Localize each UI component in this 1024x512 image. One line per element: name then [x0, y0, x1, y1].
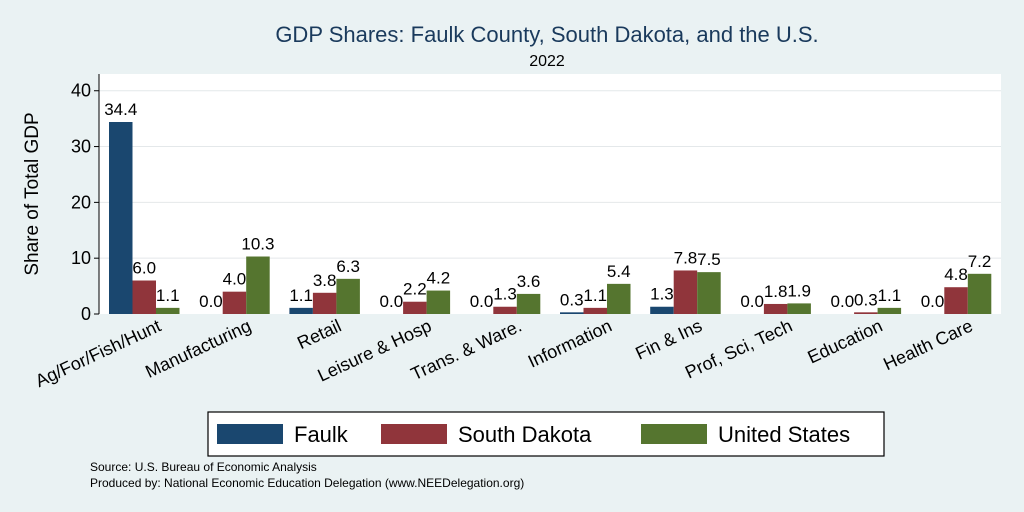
data-label: 0.0	[740, 292, 764, 311]
data-label: 1.1	[878, 286, 902, 305]
bar-united-states	[336, 278, 360, 314]
bar-south-dakota	[132, 280, 156, 314]
data-label: 34.4	[104, 100, 137, 119]
bar-united-states	[877, 307, 902, 314]
bar-south-dakota	[854, 312, 878, 314]
data-label: 1.1	[156, 286, 180, 305]
data-label: 1.1	[583, 286, 607, 305]
data-label: 7.5	[697, 250, 721, 269]
legend: Faulk South Dakota United States	[207, 411, 885, 457]
data-label: 0.0	[921, 292, 945, 311]
bar-united-states	[246, 256, 270, 314]
chart-title: GDP Shares: Faulk County, South Dakota, …	[275, 22, 818, 47]
y-tick-label: 40	[71, 81, 91, 101]
bar-south-dakota	[944, 287, 968, 314]
y-ticks: 0 10 20 30 40	[71, 81, 99, 324]
data-label: 7.2	[968, 252, 992, 271]
data-label: 3.8	[313, 271, 337, 290]
legend-swatch-faulk	[217, 424, 283, 444]
legend-label: Faulk	[294, 422, 349, 447]
legend-label: South Dakota	[458, 422, 592, 447]
data-label: 1.1	[289, 286, 313, 305]
bar-south-dakota	[312, 292, 337, 314]
bar-south-dakota	[583, 307, 607, 314]
data-label: 0.0	[470, 292, 494, 311]
data-label: 4.8	[944, 265, 968, 284]
legend-swatch-united-states	[641, 424, 707, 444]
y-tick-label: 20	[71, 192, 91, 212]
bar-south-dakota	[673, 270, 698, 314]
chart-subtitle: 2022	[529, 53, 565, 70]
bar-south-dakota	[403, 301, 427, 314]
bar-united-states	[967, 273, 992, 314]
data-label: 10.3	[241, 235, 274, 254]
bar-south-dakota	[222, 291, 247, 314]
data-label: 3.6	[517, 272, 541, 291]
bar-south-dakota	[763, 303, 788, 314]
legend-swatch-south-dakota	[381, 424, 447, 444]
data-label: 6.3	[336, 257, 360, 276]
data-label: 4.2	[427, 269, 451, 288]
y-tick-label: 10	[71, 248, 91, 268]
bar-faulk	[560, 312, 584, 314]
data-label: 0.0	[199, 292, 223, 311]
y-tick-label: 0	[81, 304, 91, 324]
bar-united-states	[697, 272, 721, 314]
data-label: 0.0	[831, 292, 855, 311]
y-axis-label: Share of Total GDP	[22, 112, 43, 275]
bar-faulk	[650, 306, 674, 314]
bar-faulk	[109, 122, 133, 314]
data-label: 6.0	[132, 259, 156, 278]
bar-united-states	[787, 303, 811, 314]
data-label: 1.3	[650, 285, 674, 304]
y-tick-label: 30	[71, 137, 91, 157]
bar-united-states	[426, 290, 451, 314]
bars	[109, 122, 992, 314]
data-label: 1.8	[764, 282, 788, 301]
data-label: 7.8	[674, 248, 698, 267]
legend-label: United States	[718, 422, 850, 447]
data-labels: 34.46.01.1 0.04.010.31.13.86.30.02.24.20.…	[104, 100, 991, 311]
data-label: 2.2	[403, 280, 427, 299]
data-label: 5.4	[607, 262, 631, 281]
data-label: 0.3	[854, 290, 878, 309]
source-note: Source: U.S. Bureau of Economic Analysis	[90, 460, 317, 474]
produced-by-note: Produced by: National Economic Education…	[90, 476, 524, 490]
bar-faulk	[289, 307, 313, 314]
bar-united-states	[607, 283, 631, 314]
data-label: 1.3	[493, 285, 517, 304]
data-label: 0.0	[380, 292, 404, 311]
legend-box	[207, 411, 885, 457]
bar-united-states	[516, 293, 541, 314]
data-label: 4.0	[223, 270, 247, 289]
data-label: 1.9	[787, 281, 811, 300]
bar-south-dakota	[493, 306, 517, 314]
bar-united-states	[156, 307, 180, 314]
data-label: 0.3	[560, 290, 584, 309]
